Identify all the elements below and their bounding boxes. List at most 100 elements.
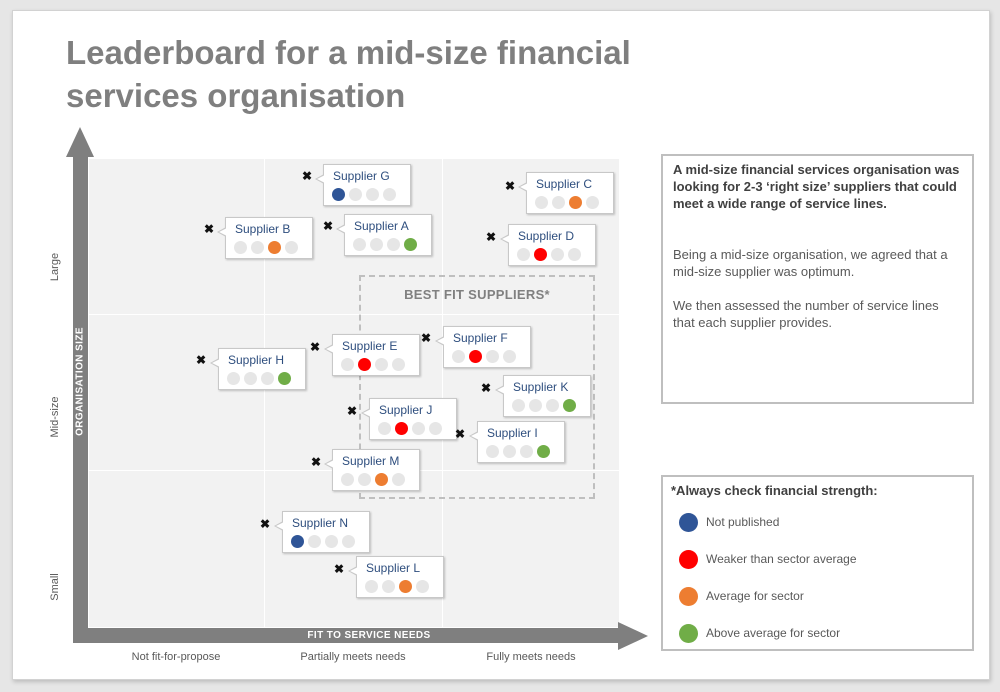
empty-dot-icon [412, 422, 425, 435]
empty-dot-icon [517, 248, 530, 261]
supplier-name: Supplier C [536, 177, 593, 191]
financial-strength-dot-icon [278, 372, 291, 385]
financial-strength-dot-icon [563, 399, 576, 412]
supplier-marker-icon: ✖ [310, 455, 322, 469]
financial-strength-dots [535, 196, 603, 210]
y-tick-label: Large [49, 252, 61, 282]
supplier-card-j: Supplier J [361, 398, 457, 440]
financial-strength-dots [517, 248, 585, 262]
empty-dot-icon [387, 238, 400, 251]
financial-strength-dot-icon [332, 188, 345, 201]
supplier-marker-icon: ✖ [333, 562, 345, 576]
financial-strength-dots [365, 580, 433, 594]
supplier-marker-icon: ✖ [420, 331, 432, 345]
supplier-marker-icon: ✖ [203, 222, 215, 236]
empty-dot-icon [503, 445, 516, 458]
legend-swatch-dot-icon [679, 513, 698, 532]
empty-dot-icon [551, 248, 564, 261]
supplier-name: Supplier L [366, 561, 421, 575]
supplier-name: Supplier K [513, 380, 569, 394]
supplier-marker-icon: ✖ [480, 381, 492, 395]
empty-dot-icon [568, 248, 581, 261]
supplier-card-h: Supplier H [210, 348, 306, 390]
supplier-card-b: Supplier B [217, 217, 313, 259]
empty-dot-icon [261, 372, 274, 385]
info-paragraph: Being a mid-size organisation, we agreed… [673, 247, 948, 279]
legend-swatch-dot-icon [679, 587, 698, 606]
supplier-marker-icon: ✖ [195, 353, 207, 367]
page-title: Leaderboard for a mid-size financial ser… [66, 34, 631, 114]
financial-strength-dot-icon [534, 248, 547, 261]
empty-dot-icon [370, 238, 383, 251]
supplier-name: Supplier H [228, 353, 285, 367]
supplier-name: Supplier E [342, 339, 398, 353]
x-tick-label: Fully meets needs [486, 651, 576, 663]
y-axis-arrow-icon [66, 127, 94, 157]
supplier-card-m: Supplier M [324, 449, 420, 491]
legend-label: Weaker than sector average [706, 552, 857, 566]
supplier-marker-icon: ✖ [454, 427, 466, 441]
financial-strength-dot-icon [375, 473, 388, 486]
supplier-card-d: Supplier D [500, 224, 596, 266]
empty-dot-icon [341, 358, 354, 371]
y-tick-label: Mid-size [49, 396, 61, 438]
financial-strength-dot-icon [395, 422, 408, 435]
grid-line-horizontal-1 [89, 314, 619, 315]
financial-strength-dots [512, 399, 580, 413]
empty-dot-icon [366, 188, 379, 201]
supplier-card-a: Supplier A [336, 214, 432, 256]
x-tick-label: Not fit-for-propose [131, 651, 221, 663]
empty-dot-icon [341, 473, 354, 486]
empty-dot-icon [529, 399, 542, 412]
financial-strength-dots [341, 358, 409, 372]
empty-dot-icon [285, 241, 298, 254]
supplier-name: Supplier N [292, 516, 349, 530]
empty-dot-icon [486, 445, 499, 458]
legend-swatch-dot-icon [679, 624, 698, 643]
legend-swatch-dot-icon [679, 550, 698, 569]
financial-strength-dot-icon [358, 358, 371, 371]
info-paragraph: We then assessed the number of service l… [673, 298, 939, 330]
financial-strength-dots [353, 238, 421, 252]
financial-strength-dots [341, 473, 409, 487]
empty-dot-icon [244, 372, 257, 385]
supplier-marker-icon: ✖ [309, 340, 321, 354]
financial-strength-dot-icon [291, 535, 304, 548]
financial-strength-dots [486, 445, 554, 459]
financial-strength-dots [234, 241, 302, 255]
empty-dot-icon [383, 188, 396, 201]
supplier-card-i: Supplier I [469, 421, 565, 463]
financial-strength-dots [332, 188, 400, 202]
empty-dot-icon [353, 238, 366, 251]
page-card: Leaderboard for a mid-size financial ser… [12, 10, 990, 680]
legend-title: *Always check financial strength: [671, 483, 878, 498]
supplier-name: Supplier J [379, 403, 433, 417]
empty-dot-icon [365, 580, 378, 593]
x-axis-label: FIT TO SERVICE NEEDS [307, 630, 431, 641]
grid-line-vertical-2 [442, 159, 443, 627]
financial-strength-dot-icon [399, 580, 412, 593]
empty-dot-icon [546, 399, 559, 412]
empty-dot-icon [452, 350, 465, 363]
y-axis-bar [73, 157, 88, 643]
supplier-marker-icon: ✖ [301, 169, 313, 183]
empty-dot-icon [251, 241, 264, 254]
supplier-marker-icon: ✖ [346, 404, 358, 418]
empty-dot-icon [416, 580, 429, 593]
supplier-card-e: Supplier E [324, 334, 420, 376]
supplier-marker-icon: ✖ [259, 517, 271, 531]
empty-dot-icon [375, 358, 388, 371]
info-box: A mid-size financial services organisati… [661, 154, 974, 404]
x-axis-arrow-icon [618, 622, 648, 650]
legend-label: Average for sector [706, 589, 804, 603]
empty-dot-icon [535, 196, 548, 209]
best-fit-label: BEST FIT SUPPLIERS* [404, 287, 550, 302]
empty-dot-icon [486, 350, 499, 363]
supplier-card-g: Supplier G [315, 164, 411, 206]
y-tick-label: Small [49, 573, 61, 601]
financial-strength-dot-icon [469, 350, 482, 363]
supplier-name: Supplier D [518, 229, 575, 243]
grid-line-vertical-1 [264, 159, 265, 627]
empty-dot-icon [308, 535, 321, 548]
financial-strength-dot-icon [268, 241, 281, 254]
